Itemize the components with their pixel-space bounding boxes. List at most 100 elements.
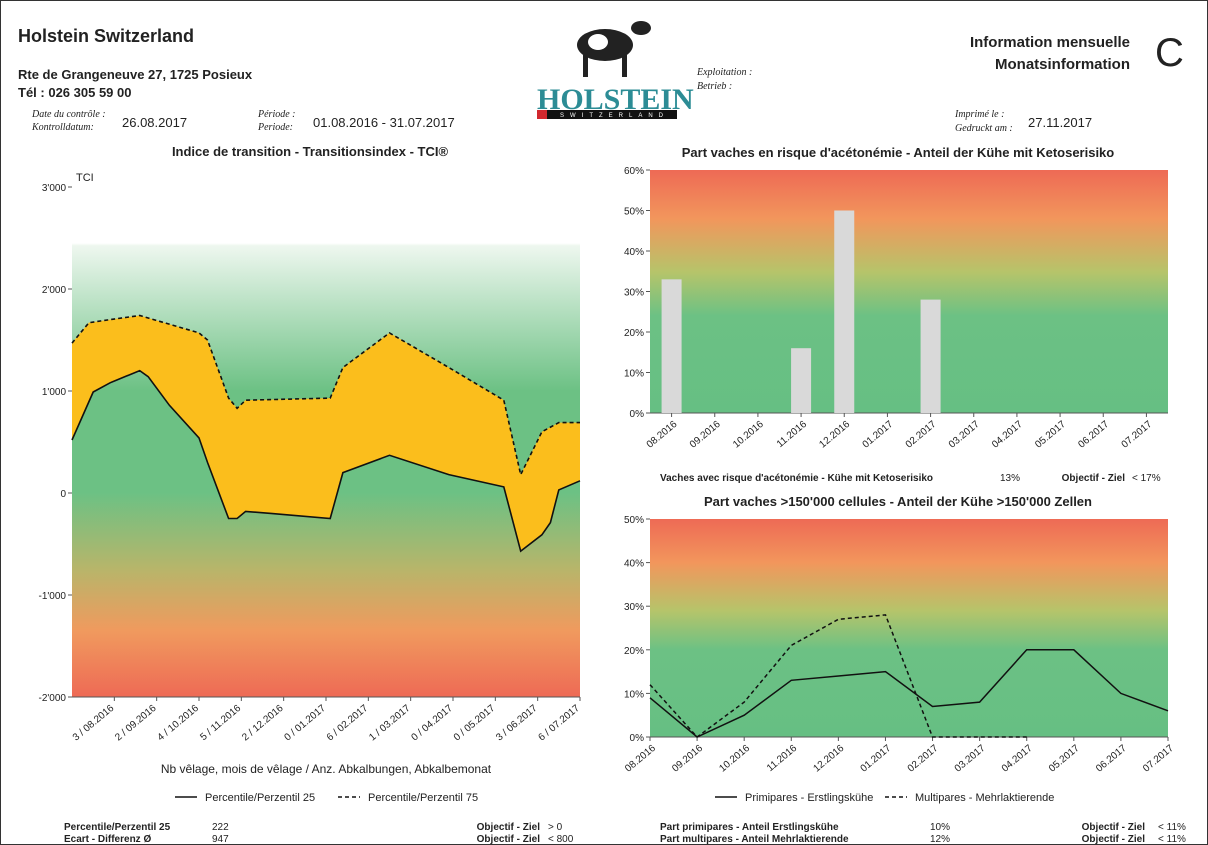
x-tick-label: 06.2017	[1094, 743, 1129, 775]
x-tick-label: 6 / 02.2017	[325, 703, 371, 744]
label: Gedruckt am :	[955, 123, 1013, 134]
bar	[662, 279, 682, 413]
label: Periode:	[257, 122, 293, 133]
y-tick-label: 50%	[624, 207, 644, 218]
label: Exploitation :	[696, 67, 752, 78]
value: 01.08.2016 - 31.07.2017	[313, 115, 455, 130]
legend-label: Percentile/Perzentil 75	[368, 792, 478, 804]
y-tick-label: 1'000	[42, 387, 67, 398]
summary-cell: Part primipares - Anteil Erstlingskühe	[660, 822, 839, 833]
x-tick-label: 03.2017	[947, 419, 982, 451]
summary-cell: 222	[212, 822, 229, 833]
summary-cell: Part multipares - Anteil Mehrlaktierende	[660, 834, 849, 845]
y-tick-label: 60%	[624, 166, 644, 177]
x-tick-label: 05.2017	[1047, 743, 1082, 775]
x-tick-label: 10.2016	[731, 419, 766, 451]
summary-cell: 13%	[1000, 473, 1020, 484]
chart-title: Indice de transition - Transitionsindex …	[172, 144, 449, 159]
y-tick-label: -1'000	[39, 591, 67, 602]
summary-cell: Percentile/Perzentil 25	[64, 822, 171, 833]
x-tick-label: 02.2017	[904, 419, 939, 451]
x-tick-label: 6 / 07.2017	[537, 703, 583, 744]
x-tick-label: 04.2017	[990, 419, 1025, 451]
info: Monatsinformation	[995, 56, 1130, 73]
chart-title: Part vaches >150'000 cellules - Anteil d…	[704, 494, 1092, 509]
summary-cell: < 17%	[1132, 473, 1161, 484]
value: 27.11.2017	[1028, 115, 1092, 130]
summary-cell: < 11%	[1158, 834, 1186, 845]
plot-bg	[650, 519, 1168, 737]
y-tick-label: 30%	[624, 288, 644, 299]
value: 26.08.2017	[122, 115, 187, 130]
label: Kontrolldatum:	[31, 122, 94, 133]
y-tick-label: 0%	[630, 733, 645, 744]
x-tick-label: 01.2017	[859, 743, 894, 775]
summary-cell: < 11%	[1158, 822, 1186, 833]
x-tick-label: 10.2016	[717, 743, 752, 775]
x-tick-label: 1 / 03.2017	[367, 703, 413, 744]
label: Betrieb :	[697, 81, 732, 92]
bar	[834, 211, 854, 414]
x-tick-label: 0 / 05.2017	[452, 703, 498, 744]
x-tick-label: 2 / 09.2016	[113, 703, 159, 744]
header: Holstein Switzerland Rte de Grangeneuve …	[18, 21, 1184, 134]
page: {"header":{"org":"Holstein Switzerland",…	[0, 0, 1208, 845]
x-tick-label: 04.2017	[1000, 743, 1035, 775]
x-tick-label: 01.2017	[861, 419, 896, 451]
summary-cell: 12%	[930, 834, 950, 845]
logo: HOLSTEIN SWITZERLAND	[537, 21, 694, 119]
y-tick-label: 50%	[624, 515, 644, 526]
letter: C	[1155, 31, 1184, 75]
x-tick-label: 12.2016	[812, 743, 847, 775]
summary-cell: 10%	[930, 822, 950, 833]
summary-cell: 947	[212, 834, 229, 845]
x-tick-label: 08.2016	[645, 419, 680, 451]
y-tick-label: 30%	[624, 602, 644, 613]
y-tick-label: 10%	[624, 369, 644, 380]
legend-label: Primipares - Erstlingskühe	[745, 792, 873, 804]
x-tick-label: 3 / 06.2017	[494, 703, 540, 744]
summary-cell: Objectif - Ziel	[477, 822, 541, 833]
y-tick-label: 2'000	[42, 285, 67, 296]
x-tick-label: 3 / 08.2016	[71, 703, 117, 744]
x-tick-label: 06.2017	[1076, 419, 1111, 451]
legend-label: Percentile/Perzentil 25	[205, 792, 315, 804]
x-tick-label: 02.2017	[906, 743, 941, 775]
x-tick-label: 03.2017	[953, 743, 988, 775]
summary-cell: Ecart - Differenz Ø	[64, 834, 151, 845]
y-label: TCI	[76, 172, 94, 184]
logo-sub: SWITZERLAND	[560, 113, 669, 119]
bar	[791, 348, 811, 413]
x-tick-label: 12.2016	[817, 419, 852, 451]
y-tick-label: 20%	[624, 328, 644, 339]
x-tick-label: 11.2016	[765, 743, 800, 774]
x-tick-label: 0 / 01.2017	[283, 703, 329, 744]
y-tick-label: 0%	[630, 409, 645, 420]
phone: Tél : 026 305 59 00	[18, 85, 131, 100]
x-tick-label: 05.2017	[1033, 419, 1068, 451]
y-tick-label: 10%	[624, 689, 644, 700]
x-tick-label: 09.2016	[688, 419, 723, 451]
org: Holstein Switzerland	[18, 26, 194, 46]
report: Holstein Switzerland Rte de Grangeneuve …	[0, 0, 1208, 845]
y-tick-label: 20%	[624, 646, 644, 657]
x-tick-label: 09.2016	[670, 743, 705, 775]
plot-bg	[650, 170, 1168, 413]
address: Rte de Grangeneuve 27, 1725 Posieux	[18, 67, 253, 82]
x-tick-label: 11.2016	[775, 419, 810, 450]
summary-cell: < 800	[548, 834, 574, 845]
x-tick-label: 08.2016	[623, 743, 658, 775]
label: Période :	[257, 109, 296, 120]
bar	[921, 300, 941, 413]
chart-title: Part vaches en risque d'acétonémie - Ant…	[682, 145, 1115, 160]
x-tick-label: 4 / 10.2016	[156, 703, 202, 744]
legend-label: Multipares - Mehrlaktierende	[915, 792, 1054, 804]
y-tick-label: 40%	[624, 247, 644, 258]
x-tick-label: 5 / 11.2016	[198, 703, 243, 743]
label: Imprimé le :	[954, 109, 1004, 120]
summary-cell: Objectif - Ziel	[1082, 822, 1146, 833]
y-tick-label: -2'000	[39, 693, 67, 704]
y-tick-label: 3'000	[42, 183, 67, 194]
info: Information mensuelle	[970, 34, 1130, 51]
summary-cell: Objectif - Ziel	[1082, 834, 1146, 845]
